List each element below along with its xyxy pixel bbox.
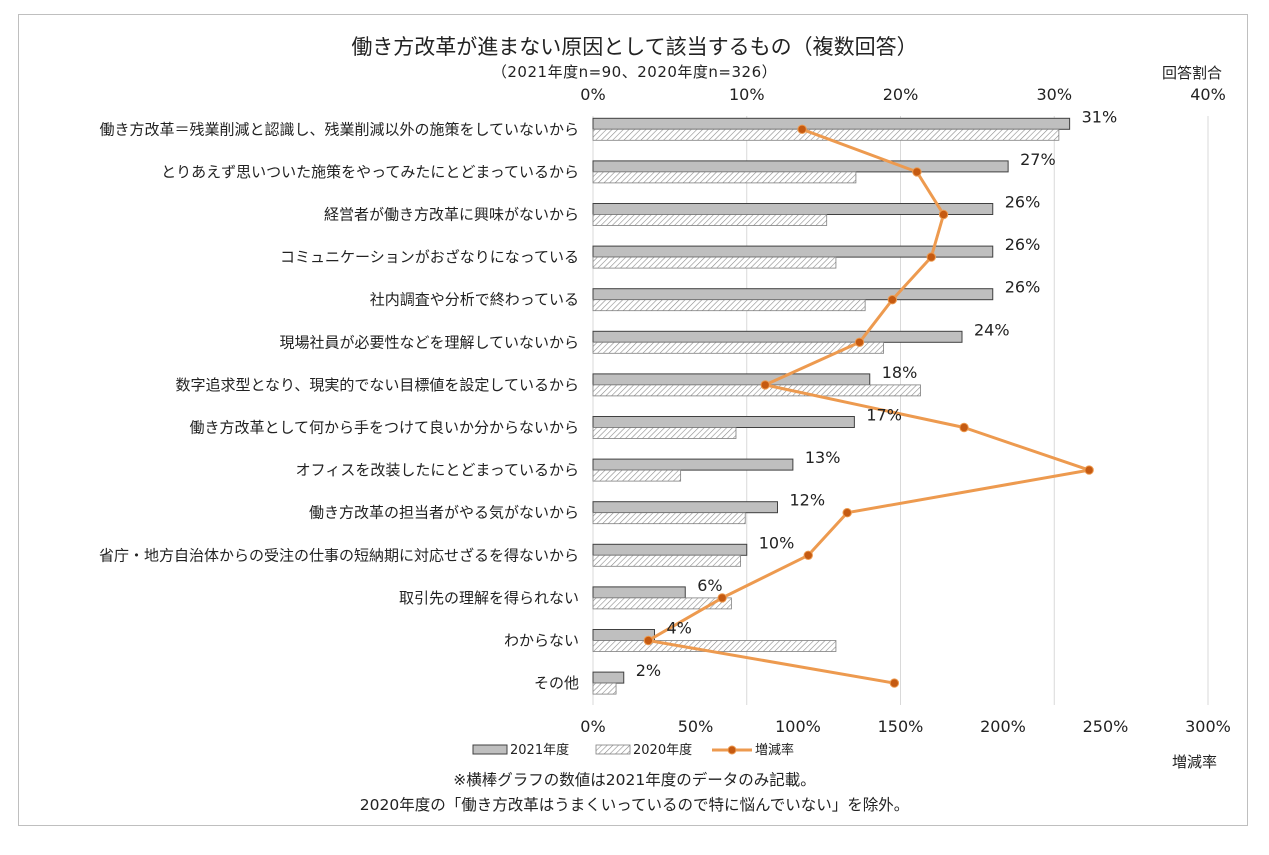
rate-line (646, 127, 1091, 685)
chart-frame (18, 14, 1248, 826)
data-label: 31% (1082, 107, 1118, 126)
data-label: 10% (759, 533, 795, 552)
bar-2020 (592, 682, 617, 695)
bottom-axis-tick-label: 250% (1083, 717, 1129, 736)
bar-2020 (592, 128, 1060, 141)
category-label: その他 (534, 674, 579, 692)
note-line-1: ※横棒グラフの数値は2021年度のデータのみ記載。 (453, 771, 816, 789)
bottom-axis-tick-label: 50% (678, 717, 714, 736)
chart-subtitle: （2021年度n=90、2020年度n=326） (491, 63, 778, 81)
bar-2021 (592, 543, 748, 556)
bar-2021 (592, 373, 871, 386)
data-label: 24% (974, 320, 1010, 339)
bar-2021 (592, 330, 963, 343)
bar-2020 (592, 171, 857, 184)
rate-marker (912, 167, 922, 177)
rate-marker (717, 593, 727, 603)
bar-2021 (592, 501, 778, 514)
rate-marker (854, 337, 865, 347)
rate-marker (1084, 465, 1094, 475)
data-label: 2% (636, 661, 661, 680)
note-line-2: 2020年度の「働き方改革はうまくいっているので特に悩んでいない」を除外。 (359, 796, 910, 814)
category-label: わからない (504, 632, 579, 650)
rate-marker (797, 124, 807, 135)
category-label: 数字追求型となり、現実的でない目標値を設定しているから (175, 376, 579, 394)
bar-2020 (592, 384, 921, 397)
bar-2021 (592, 458, 794, 471)
chart-title: 働き方改革が進まない原因として該当するもの（複数回答） (351, 35, 918, 59)
top-axis-title: 回答割合 (1162, 64, 1223, 82)
rate-marker (760, 380, 770, 390)
rate-marker (803, 550, 813, 560)
legend-marker-rate (727, 745, 737, 755)
category-label: オフィスを改装したにとどまっているから (296, 461, 579, 479)
category-label: 省庁・地方自治体からの受注の仕事の短納期に対応せざるを得ないから (99, 546, 579, 564)
bar-2020 (592, 427, 737, 439)
bar-2020 (592, 214, 828, 226)
bottom-axis-tick-label: 300% (1185, 717, 1231, 736)
data-label: 13% (805, 448, 841, 467)
data-label: 18% (882, 363, 918, 382)
bottom-axis-tick-label: 0% (580, 717, 605, 736)
bar-2021 (592, 416, 855, 428)
rate-marker (938, 209, 949, 220)
category-label: 現場社員が必要性などを理解していないから (279, 333, 579, 351)
bar-2020 (592, 512, 746, 525)
category-label: 働き方改革の担当者がやる気がないから (309, 504, 579, 522)
rate-marker (959, 422, 969, 433)
bar-2020 (592, 640, 837, 652)
bar-2021 (592, 160, 1009, 173)
rate-marker (926, 252, 936, 262)
bar-2021 (592, 203, 994, 215)
bottom-axis-tick-label: 150% (878, 717, 924, 736)
top-axis-tick-label: 30% (1036, 85, 1072, 104)
rate-marker (842, 508, 852, 518)
bar-2020 (592, 256, 837, 269)
legend-swatch-2021 (472, 744, 508, 755)
category-label: コミュニケーションがおざなりになっている (280, 248, 579, 266)
bottom-axis-title: 増減率 (1172, 753, 1218, 771)
bar-2020 (592, 469, 682, 482)
data-label: 6% (697, 576, 722, 595)
data-label: 17% (866, 406, 902, 425)
category-label: 働き方改革として何から手をつけて良いか分からないから (189, 419, 579, 437)
top-axis-tick-label: 0% (580, 85, 605, 104)
bar-2021 (592, 586, 686, 599)
top-axis-tick-label: 40% (1190, 85, 1226, 104)
data-label: 12% (790, 491, 826, 510)
bar-2020 (592, 554, 742, 567)
bottom-axis-tick-label: 100% (775, 717, 821, 736)
legend-label-2020: 2020年度 (633, 742, 692, 758)
category-label: 働き方改革＝残業削減と認識し、残業削減以外の施策をしていないから (99, 120, 579, 138)
legend-label-2021: 2021年度 (510, 742, 569, 758)
category-label: 取引先の理解を得られない (399, 589, 579, 607)
legend-label-rate: 増減率 (755, 742, 794, 758)
bar-2021 (592, 671, 625, 684)
rate-marker (887, 295, 897, 305)
bar-2020 (592, 299, 866, 312)
bar-2020 (592, 341, 884, 354)
data-label: 26% (1005, 193, 1041, 212)
legend-swatch-2020 (595, 744, 631, 755)
data-label: 4% (667, 619, 692, 638)
bar-2021 (592, 288, 994, 301)
category-label: 経営者が働き方改革に興味がないから (324, 206, 579, 224)
category-label: とりあえず思いついた施策をやってみたにとどまっているから (161, 163, 579, 181)
top-axis-tick-label: 10% (729, 85, 765, 104)
category-label: 社内調査や分析で終わっている (370, 291, 579, 309)
bar-2021 (592, 117, 1071, 130)
rate-marker (643, 635, 654, 646)
data-label: 26% (1005, 278, 1041, 297)
rate-marker (889, 678, 900, 688)
data-label: 26% (1005, 235, 1041, 254)
bottom-axis-tick-label: 200% (980, 717, 1026, 736)
top-axis-tick-label: 20% (883, 85, 919, 104)
data-label: 27% (1020, 150, 1056, 169)
bar-2020 (592, 597, 732, 610)
